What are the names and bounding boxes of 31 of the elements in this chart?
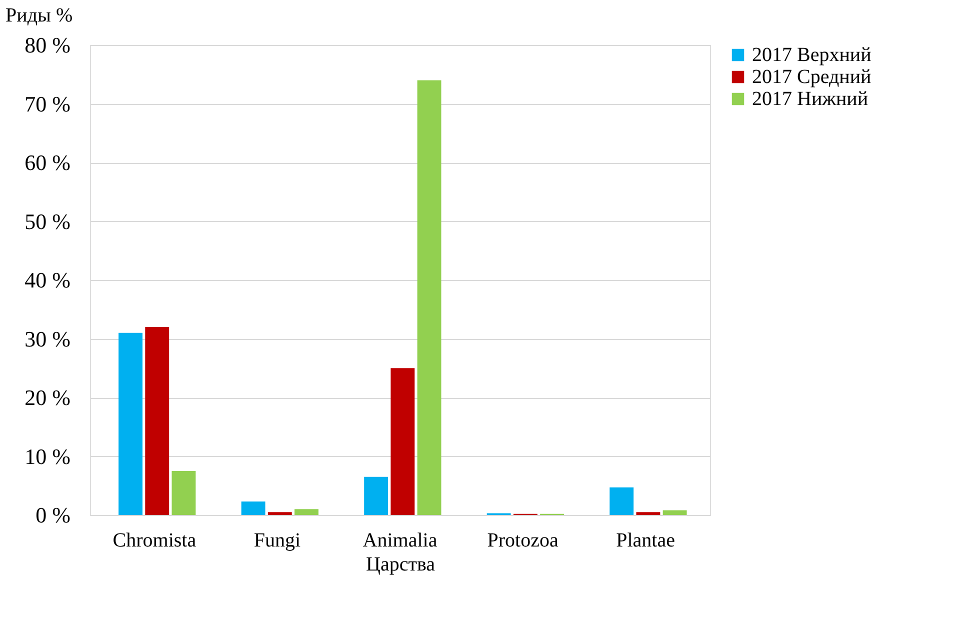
bar (145, 327, 170, 515)
x-tick-label: Protozoa (487, 530, 558, 552)
bar (636, 512, 660, 515)
y-tick-label: 60 % (24, 150, 70, 175)
y-tick-label: 40 % (24, 268, 70, 292)
bar (172, 470, 196, 515)
bar (610, 487, 634, 515)
bar (662, 510, 687, 515)
x-tick-label: Animalia (362, 530, 438, 552)
legend-label: 2017 Средний (752, 66, 872, 88)
bar (241, 501, 266, 515)
y-tick-label: 80 % (24, 32, 70, 58)
bar (268, 512, 292, 515)
y-axis-title: Риды % (6, 4, 73, 26)
y-tick-label: 0 % (36, 502, 70, 528)
bar (118, 332, 142, 515)
y-tick-label: 30 % (24, 326, 70, 352)
bar (364, 476, 388, 515)
y-tick-label: 50 % (24, 208, 70, 234)
x-tick-label: Chromista (112, 530, 196, 552)
y-tick-label: 70 % (24, 91, 70, 116)
bar (294, 509, 318, 515)
x-axis-title: Царства (366, 554, 436, 576)
x-tick-label: Plantae (616, 530, 676, 552)
x-tick-label: Fungi (254, 530, 302, 552)
bar (390, 368, 415, 515)
legend-label: 2017 Нижний (752, 88, 868, 110)
y-tick-label: 10 % (24, 444, 70, 469)
bar (417, 80, 442, 515)
y-tick-label: 20 % (24, 385, 70, 410)
legend-label: 2017 Верхний (752, 44, 872, 66)
